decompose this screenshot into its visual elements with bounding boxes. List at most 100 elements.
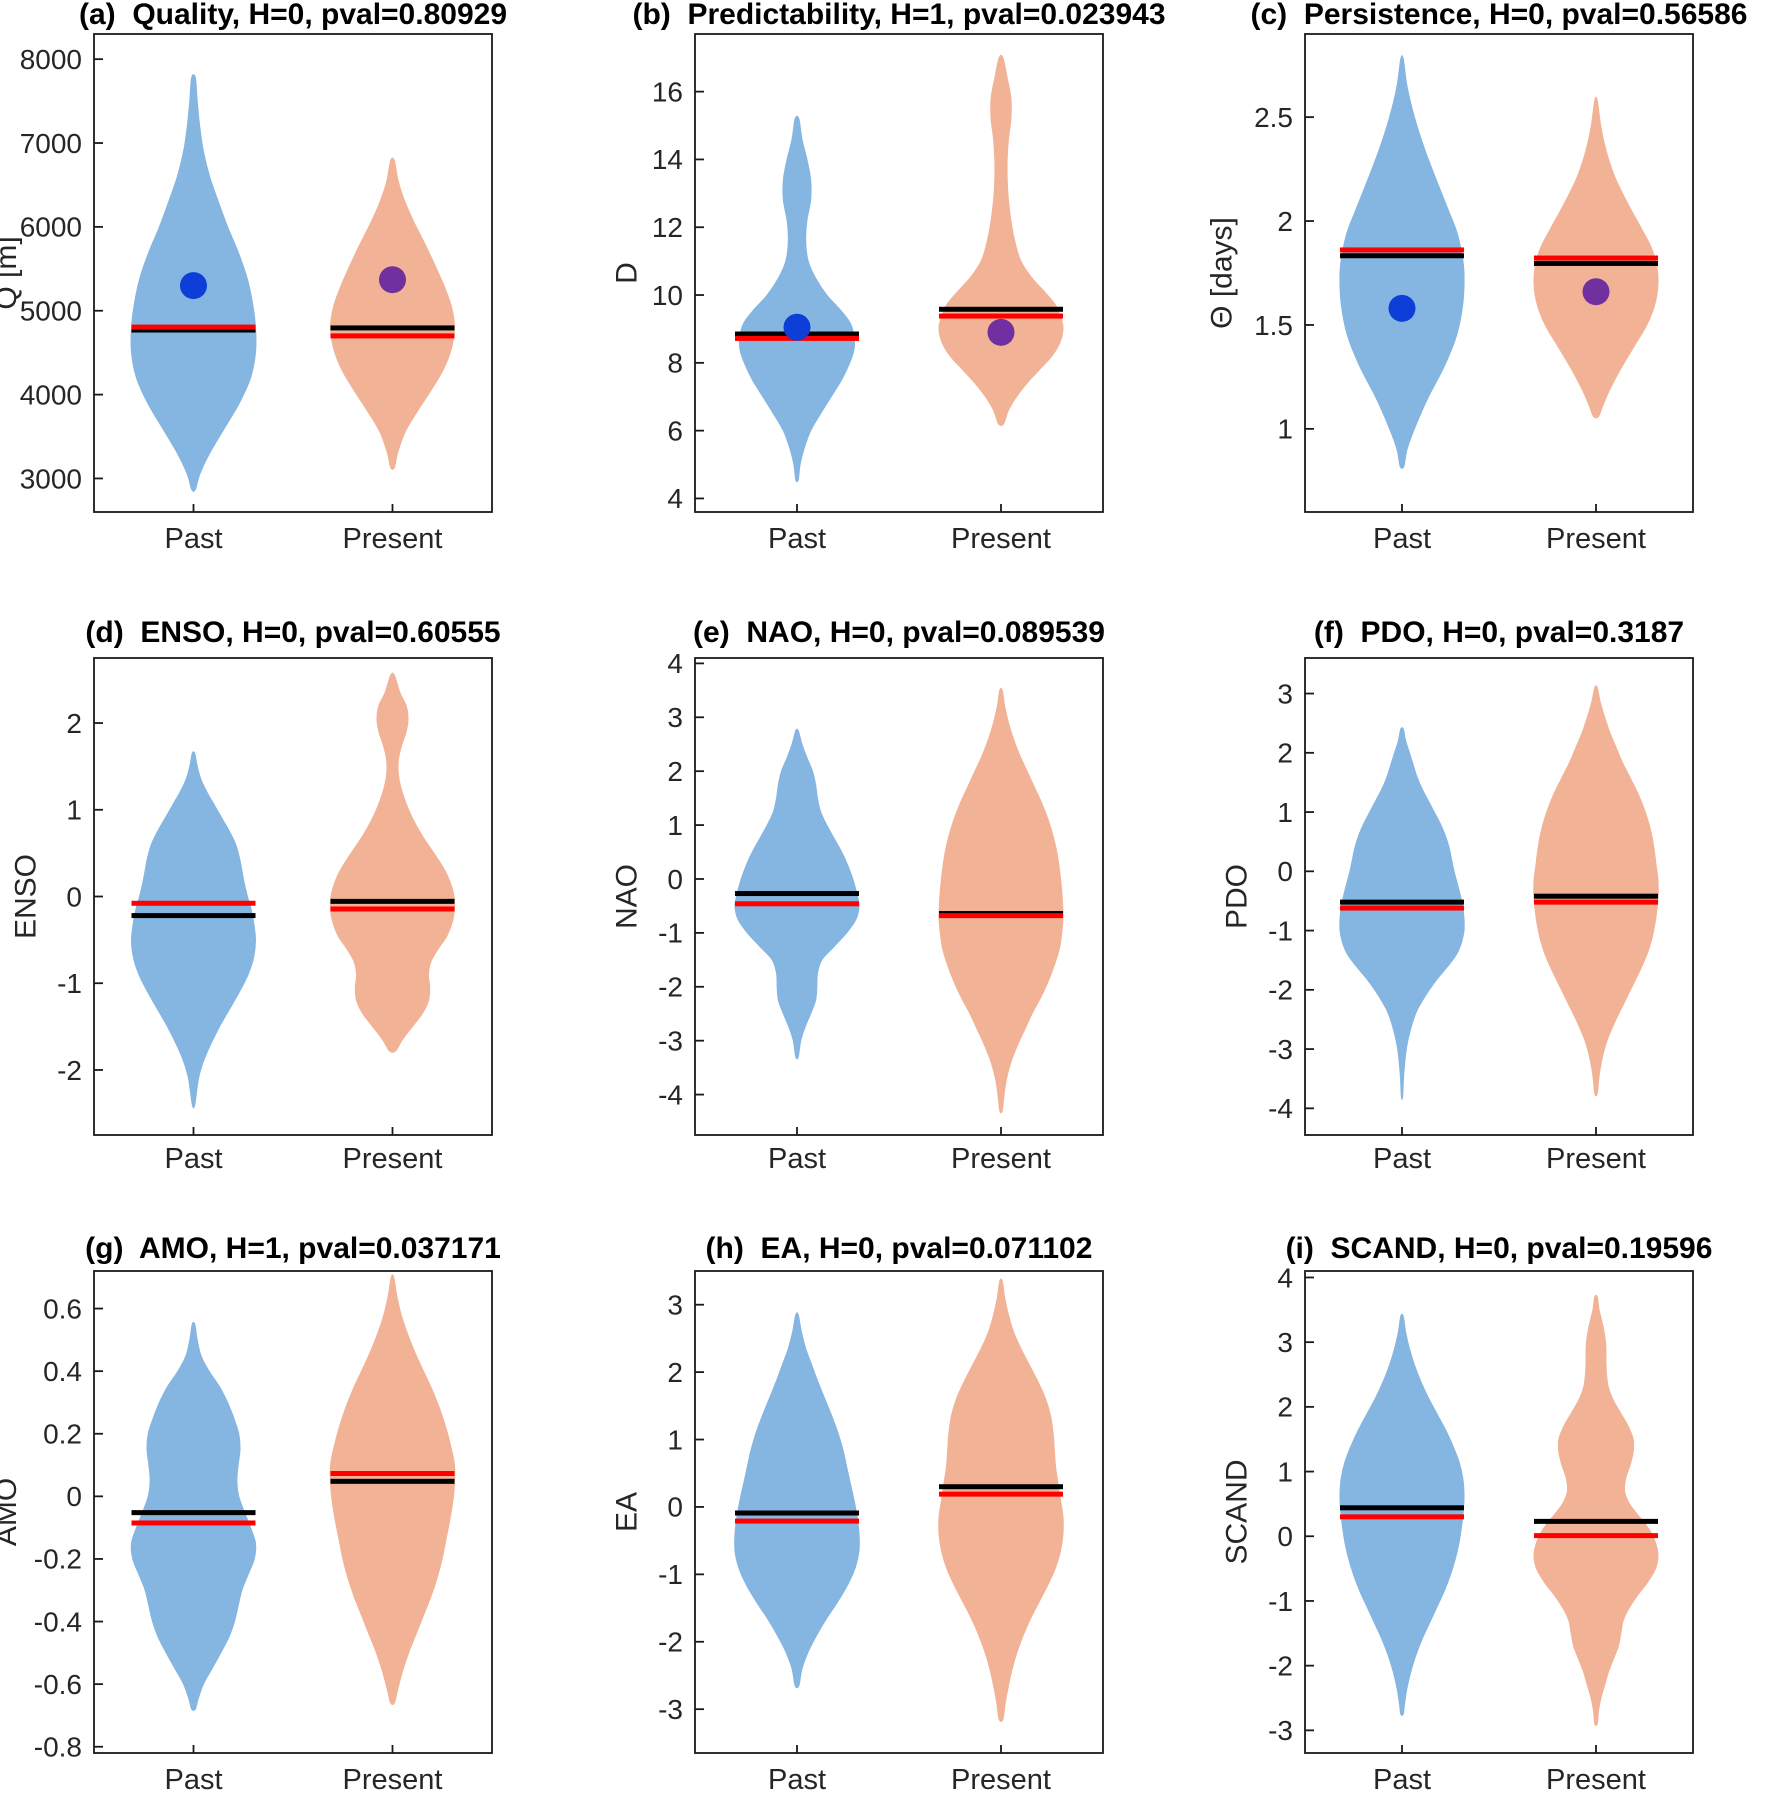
violin-present — [329, 1274, 456, 1705]
plot-frame — [694, 33, 1104, 513]
violin-present — [938, 687, 1064, 1114]
y-tick-label: 0 — [1277, 856, 1293, 887]
subplot-e: (e) NAO, H=0, pval=0.089539 NAO 4 3 2 1 0 -1 -2 -… — [611, 616, 1105, 1175]
plot-frame — [1304, 1270, 1694, 1754]
y-axis-label: ENSO — [10, 854, 43, 939]
mean-dot-past — [1388, 294, 1416, 322]
median-line-black — [330, 1478, 455, 1484]
y-axis-label: SCAND — [1221, 1459, 1254, 1564]
mean-line-red — [330, 333, 455, 339]
plot-area — [1339, 55, 1659, 469]
mean-line-red — [939, 1491, 1063, 1497]
median-line-black — [1534, 260, 1658, 266]
y-tick-label: 3 — [1277, 1327, 1293, 1358]
median-line-black — [1340, 1505, 1464, 1511]
y-tick-label: 0 — [667, 864, 683, 895]
y-axis-label: Q [m] — [0, 236, 23, 309]
median-line-black — [131, 1510, 256, 1516]
violin-past — [734, 1312, 860, 1689]
panel-title: (f) PDO, H=0, pval=0.3187 — [1314, 616, 1684, 649]
mean-line-red — [131, 324, 256, 330]
plot-frame — [93, 1270, 493, 1754]
panel-title: (d) ENSO, H=0, pval=0.60555 — [85, 616, 500, 649]
y-tick-label: 4 — [667, 483, 683, 514]
subplot-a: (a) Quality, H=0, pval=0.80929 Q [m] 8000 7… — [0, 0, 507, 555]
mean-line-red — [735, 1518, 859, 1524]
violin-present — [938, 54, 1064, 427]
violin-present — [329, 672, 456, 1053]
mean-line-red — [1534, 899, 1658, 905]
subplot-h: (h) EA, H=0, pval=0.071102 EA 3 2 1 0 -1 -2 -3 Pa… — [611, 1232, 1104, 1793]
plot-frame — [93, 33, 493, 513]
y-tick-label: 2 — [1277, 1392, 1293, 1423]
mean-line-red — [1340, 247, 1464, 253]
y-tick-label: -3 — [1268, 1715, 1293, 1746]
y-tick-label: 2 — [1277, 206, 1293, 237]
plot-area — [735, 54, 1064, 483]
panel-title: (c) Persistence, H=0, pval=0.56586 — [1251, 0, 1748, 31]
x-tick-label-present: Present — [951, 523, 1051, 555]
median-line-black — [1534, 893, 1658, 899]
y-tick-label: 1 — [1277, 1456, 1293, 1487]
plot-area — [1339, 685, 1659, 1100]
y-tick-label: 8 — [667, 348, 683, 379]
y-tick-label: 0.2 — [43, 1419, 82, 1450]
x-tick-label-present: Present — [343, 1143, 443, 1175]
mean-line-red — [131, 1520, 256, 1526]
y-tick-label: -4 — [1268, 1093, 1293, 1124]
y-tick-label: -2 — [1268, 975, 1293, 1006]
median-line-black — [939, 1484, 1063, 1490]
y-tick-label: 4 — [667, 648, 683, 679]
median-line-black — [131, 327, 256, 333]
median-line-black — [1340, 899, 1464, 905]
y-axis-label: Θ [days] — [1205, 217, 1238, 329]
median-line-black — [735, 891, 859, 897]
plot-area — [130, 1274, 456, 1711]
y-tick-label: -3 — [1268, 1034, 1293, 1065]
x-tick-label-past: Past — [1373, 523, 1431, 555]
plot-area — [734, 1278, 1064, 1722]
mean-line-red — [330, 1471, 455, 1477]
y-tick-label: -1 — [57, 968, 82, 999]
x-tick-label-past: Past — [1373, 1764, 1431, 1793]
plot-area — [1339, 1294, 1659, 1726]
y-tick-label: 2 — [667, 1357, 683, 1388]
x-tick-label-past: Past — [768, 523, 826, 555]
subplot-b: (b) Predictability, H=1, pval=0.023943D1… — [611, 0, 1166, 555]
y-tick-label: 1.5 — [1254, 310, 1293, 341]
mean-dot-present — [1582, 278, 1610, 306]
y-tick-label: 0 — [66, 1481, 82, 1512]
panel-title: (h) EA, H=0, pval=0.071102 — [706, 1232, 1093, 1265]
violin-past — [130, 751, 257, 1109]
y-tick-label: 6 — [667, 415, 683, 446]
violin-present — [938, 1278, 1064, 1722]
y-axis-label: AMO — [0, 1478, 23, 1546]
median-line-black — [330, 325, 455, 331]
x-tick-label-past: Past — [768, 1764, 826, 1793]
y-tick-label: 2.5 — [1254, 102, 1293, 133]
y-tick-label: 3 — [1277, 678, 1293, 709]
y-tick-label: -3 — [658, 1025, 683, 1056]
y-tick-label: -1 — [1268, 1586, 1293, 1617]
y-tick-label: -2 — [658, 972, 683, 1003]
plot-area — [130, 74, 456, 492]
x-tick-label-present: Present — [1546, 523, 1646, 555]
mean-dot-present — [987, 318, 1015, 346]
violin-present — [1533, 1294, 1659, 1726]
x-tick-label-present: Present — [343, 1764, 443, 1793]
y-tick-label: -4 — [658, 1079, 683, 1110]
violin-past — [738, 115, 856, 483]
y-tick-label: -1 — [658, 1559, 683, 1590]
violin-present — [1533, 685, 1659, 1097]
x-tick-label-past: Past — [164, 523, 222, 555]
panel-title: (g) AMO, H=1, pval=0.037171 — [85, 1232, 501, 1265]
subplot-i: (i) SCAND, H=0, pval=0.19596 SCAND 4 3 2 1 0 -1… — [1221, 1232, 1713, 1793]
plot-frame — [694, 657, 1104, 1136]
mean-line-red — [939, 913, 1063, 919]
plot-area — [734, 687, 1064, 1114]
x-tick-label-past: Past — [1373, 1143, 1431, 1175]
y-tick-label: 16 — [652, 76, 683, 107]
y-tick-label: 5000 — [20, 296, 82, 327]
y-tick-label: 0.4 — [43, 1356, 82, 1387]
